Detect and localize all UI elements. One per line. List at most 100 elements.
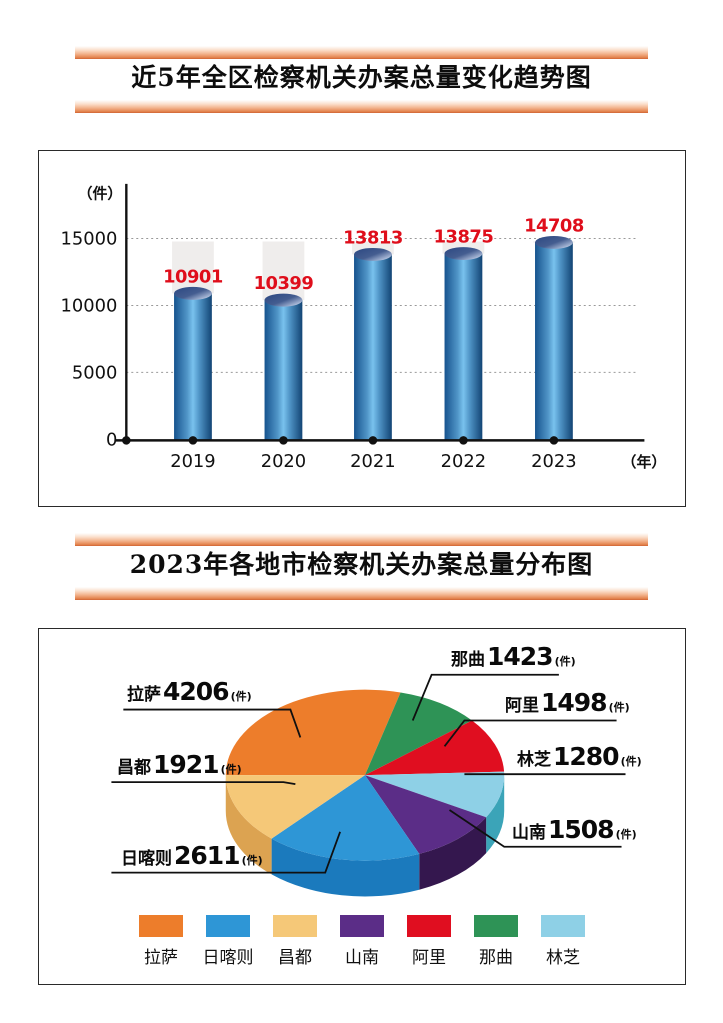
pie-chart-svg	[111, 673, 626, 897]
legend-label-shannan: 山南	[345, 948, 379, 968]
pie-slice-nagqu	[364, 692, 473, 776]
legend-swatch-shannan	[340, 915, 384, 937]
pie-slice-chamdo	[225, 775, 365, 839]
accent-rule-top-2	[75, 533, 648, 546]
callout-line-ngari	[443, 719, 617, 747]
x-category-label-2019: 2019	[170, 451, 216, 472]
bar-2021	[354, 254, 392, 441]
pie-slice-lhasa	[225, 689, 401, 776]
legend-swatch-nagqu	[474, 915, 518, 937]
callout-line-shigatse	[111, 831, 341, 874]
legend-label-lhasa: 拉萨	[144, 948, 178, 968]
legend-item-shannan: 山南	[339, 915, 385, 968]
bar-shadow-band-2020	[262, 241, 305, 301]
pie-chart-title: 2023年各地市检察机关办案总量分布图	[129, 550, 594, 579]
callout-line-lhasa	[123, 708, 302, 738]
axis-dot-2023	[549, 436, 559, 445]
pie-label-unit-chamdo: (件)	[220, 763, 242, 776]
bar-chart-title: 近5年全区检察机关办案总量变化趋势图	[131, 63, 592, 92]
x-category-label-2021: 2021	[350, 451, 396, 472]
pie-chart-panel: 拉萨 日喀则 昌都 山南 阿里 那曲 林芝 拉萨4206 (件) 日喀则2611 (件) 昌都192…	[38, 628, 686, 985]
callout-line-nagqu	[411, 673, 559, 721]
pie-label-nyingchi: 林芝1280 (件)	[517, 744, 642, 769]
legend-item-nyingchi: 林芝	[540, 915, 586, 968]
callout-line-shannan	[449, 809, 622, 848]
legend-label-nyingchi: 林芝	[546, 948, 580, 968]
bar-2022	[444, 253, 483, 441]
legend-swatch-nyingchi	[541, 915, 585, 937]
bar-2019	[174, 293, 212, 441]
pie-label-name-nyingchi: 林芝	[517, 750, 551, 770]
callout-line-chamdo	[111, 781, 296, 786]
bar-value-label-2023: 14708	[524, 215, 584, 236]
legend-swatch-shigatse	[206, 915, 250, 937]
pie-side-wall-shannan	[419, 817, 487, 890]
legend-item-ngari: 阿里	[406, 915, 452, 968]
pie-label-lhasa: 拉萨4206 (件)	[127, 679, 252, 704]
pie-label-shannan: 山南1508 (件)	[512, 817, 637, 842]
pie-label-value-nagqu: 1423	[487, 642, 554, 671]
pie-label-nagqu: 那曲1423 (件)	[451, 644, 576, 669]
y-tick-label-5000: 5000	[72, 362, 117, 383]
bar-2020	[264, 300, 303, 441]
pie-side-wall-shigatse	[271, 838, 420, 897]
bar-2023	[535, 242, 573, 441]
bar-shadow-band-2019	[172, 241, 214, 294]
axis-dot-2020	[279, 436, 288, 445]
bar-value-label-2020: 10399	[254, 273, 314, 294]
pie-label-value-chamdo: 1921	[153, 750, 220, 779]
bar-value-label-2019: 10901	[163, 266, 223, 287]
bar-chart-svg: 0 5000 10000 15000 10901 10399 13813 13875 14708…	[61, 183, 666, 472]
legend-item-chamdo: 昌都	[272, 915, 318, 968]
pie-label-value-ngari: 1498	[541, 688, 608, 717]
bar-value-label-2021: 13813	[343, 227, 403, 248]
bar-cap-2022	[444, 247, 483, 261]
y-tick-label-10000: 10000	[61, 295, 118, 316]
legend-label-nagqu: 那曲	[479, 948, 513, 968]
pie-slice-shannan	[364, 775, 487, 854]
y-tick-label-15000: 15000	[61, 228, 118, 249]
axis-dot-2019	[188, 436, 198, 445]
legend-label-chamdo: 昌都	[278, 948, 312, 968]
accent-rule-bottom-1	[75, 100, 648, 113]
axis-dot-origin	[122, 436, 131, 445]
legend-swatch-lhasa	[139, 915, 183, 937]
y-tick-label-0: 0	[106, 429, 117, 450]
bar-chart-panel: 0 5000 10000 15000 10901 10399 13813 13875 14708…	[38, 150, 686, 507]
legend-swatch-chamdo	[273, 915, 317, 937]
bar-cap-2023	[535, 235, 573, 249]
pie-label-unit-shigatse: (件)	[241, 854, 263, 867]
pie-label-value-shannan: 1508	[548, 815, 615, 844]
x-category-label-2023: 2023	[531, 451, 577, 472]
pie-label-name-ngari: 阿里	[505, 696, 539, 716]
pie-label-unit-shannan: (件)	[615, 828, 637, 841]
pie-label-chamdo: 昌都1921 (件)	[117, 752, 242, 777]
accent-rule-bottom-2	[75, 587, 648, 600]
pie-label-name-shannan: 山南	[512, 823, 546, 843]
pie-slice-nyingchi	[364, 771, 505, 818]
bar-cap-2021	[354, 247, 392, 261]
pie-label-name-nagqu: 那曲	[451, 650, 485, 670]
legend-swatch-ngari	[407, 915, 451, 937]
legend-label-ngari: 阿里	[412, 948, 446, 968]
y-axis-unit-label: （件）	[78, 185, 123, 203]
pie-label-name-shigatse: 日喀则	[121, 849, 172, 869]
pie-side-wall-nyingchi	[486, 775, 505, 854]
legend-item-shigatse: 日喀则	[203, 915, 254, 968]
pie-slice-shigatse	[271, 775, 420, 861]
pie-label-unit-ngari: (件)	[608, 701, 630, 714]
x-category-label-2022: 2022	[441, 451, 487, 472]
pie-label-shigatse: 日喀则2611 (件)	[121, 843, 263, 868]
pie-label-unit-nagqu: (件)	[554, 655, 576, 668]
pie-label-unit-lhasa: (件)	[230, 690, 252, 703]
axis-dot-2022	[459, 436, 468, 445]
pie-label-ngari: 阿里1498 (件)	[505, 690, 630, 715]
pie-slice-ngari	[364, 720, 505, 776]
legend-item-lhasa: 拉萨	[138, 915, 184, 968]
bar-value-label-2022: 13875	[434, 227, 494, 248]
pie-label-name-lhasa: 拉萨	[127, 685, 161, 705]
pie-legend: 拉萨 日喀则 昌都 山南 阿里 那曲 林芝	[39, 915, 685, 968]
bar-cap-2019	[174, 286, 212, 300]
pie-label-name-chamdo: 昌都	[117, 758, 151, 778]
